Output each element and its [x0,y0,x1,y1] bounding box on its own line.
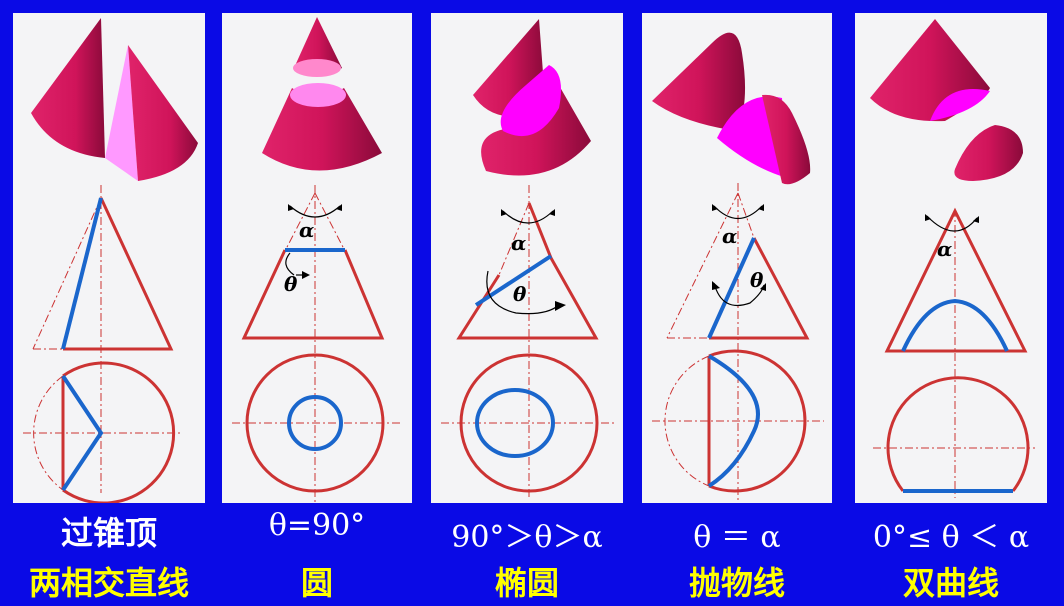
caption-top-5: 0°≤ θ ＜ α [872,520,1030,555]
caption-top-1: 过锥顶 [60,514,157,552]
caption-bottom-4: 抛物线 [688,564,785,602]
theta-label: θ [513,282,527,306]
panel-circle: α θ [222,13,412,503]
theta-label: θ [750,268,764,292]
panel-hyperbola: α [855,13,1047,503]
cut-line [707,237,756,339]
cut-line [61,197,103,350]
top-view-circle [62,361,176,503]
cone-small-part [954,125,1023,181]
section-triangle [105,45,138,181]
cone-half-left [31,18,105,158]
top-view-circle [459,353,599,493]
cone-top-part [652,32,746,131]
front-view-frustum [241,249,385,340]
section-hyperbola-front [901,298,1009,352]
diagram-hyperbola: α [870,19,1035,498]
diagram-parabola: α θ [652,32,824,503]
diagram-through-apex [23,18,198,503]
diagram-circle: α θ [232,17,400,503]
caption-top-3: 90°＞θ＞α [451,520,603,555]
section-lines-top [61,374,104,492]
cone-bottom-part [762,94,811,185]
panel-parabola: α θ [642,13,832,503]
section-parabola-top [707,354,760,488]
caption-bottom-1: 两相交直线 [28,564,189,602]
panel-through-apex [13,13,205,503]
caption-bottom-3: 椭圆 [494,564,559,602]
cut-line [474,254,553,307]
section-hyperbola-3d [930,89,990,121]
alpha-label: α [511,231,526,255]
caption-bottom-5: 双曲线 [902,564,999,602]
top-view-circle [708,349,807,493]
cone-half-right [128,45,198,181]
section-circle-3d [290,83,346,107]
front-view-triangle-part [709,237,810,340]
theta-label: θ [284,272,298,296]
top-view-circle [245,353,385,493]
caption-top-2: θ=90° [268,508,366,543]
front-view-triangle [63,197,174,351]
caption-bottom-2: 圆 [300,564,333,602]
alpha-label: α [299,218,314,242]
cone-frustum [262,88,382,171]
section-ellipse-3d [500,65,562,137]
section-circle-top [287,395,343,451]
front-view-triangle [884,207,1028,353]
caption-top-4: θ ＝ α [693,520,781,555]
alpha-label: α [937,237,952,261]
alpha-label: α [722,224,737,248]
diagram-ellipse: α θ [441,19,617,498]
top-view-circle [886,376,1030,492]
section-ellipse-top [475,388,555,458]
panel-ellipse: α θ [431,13,623,503]
